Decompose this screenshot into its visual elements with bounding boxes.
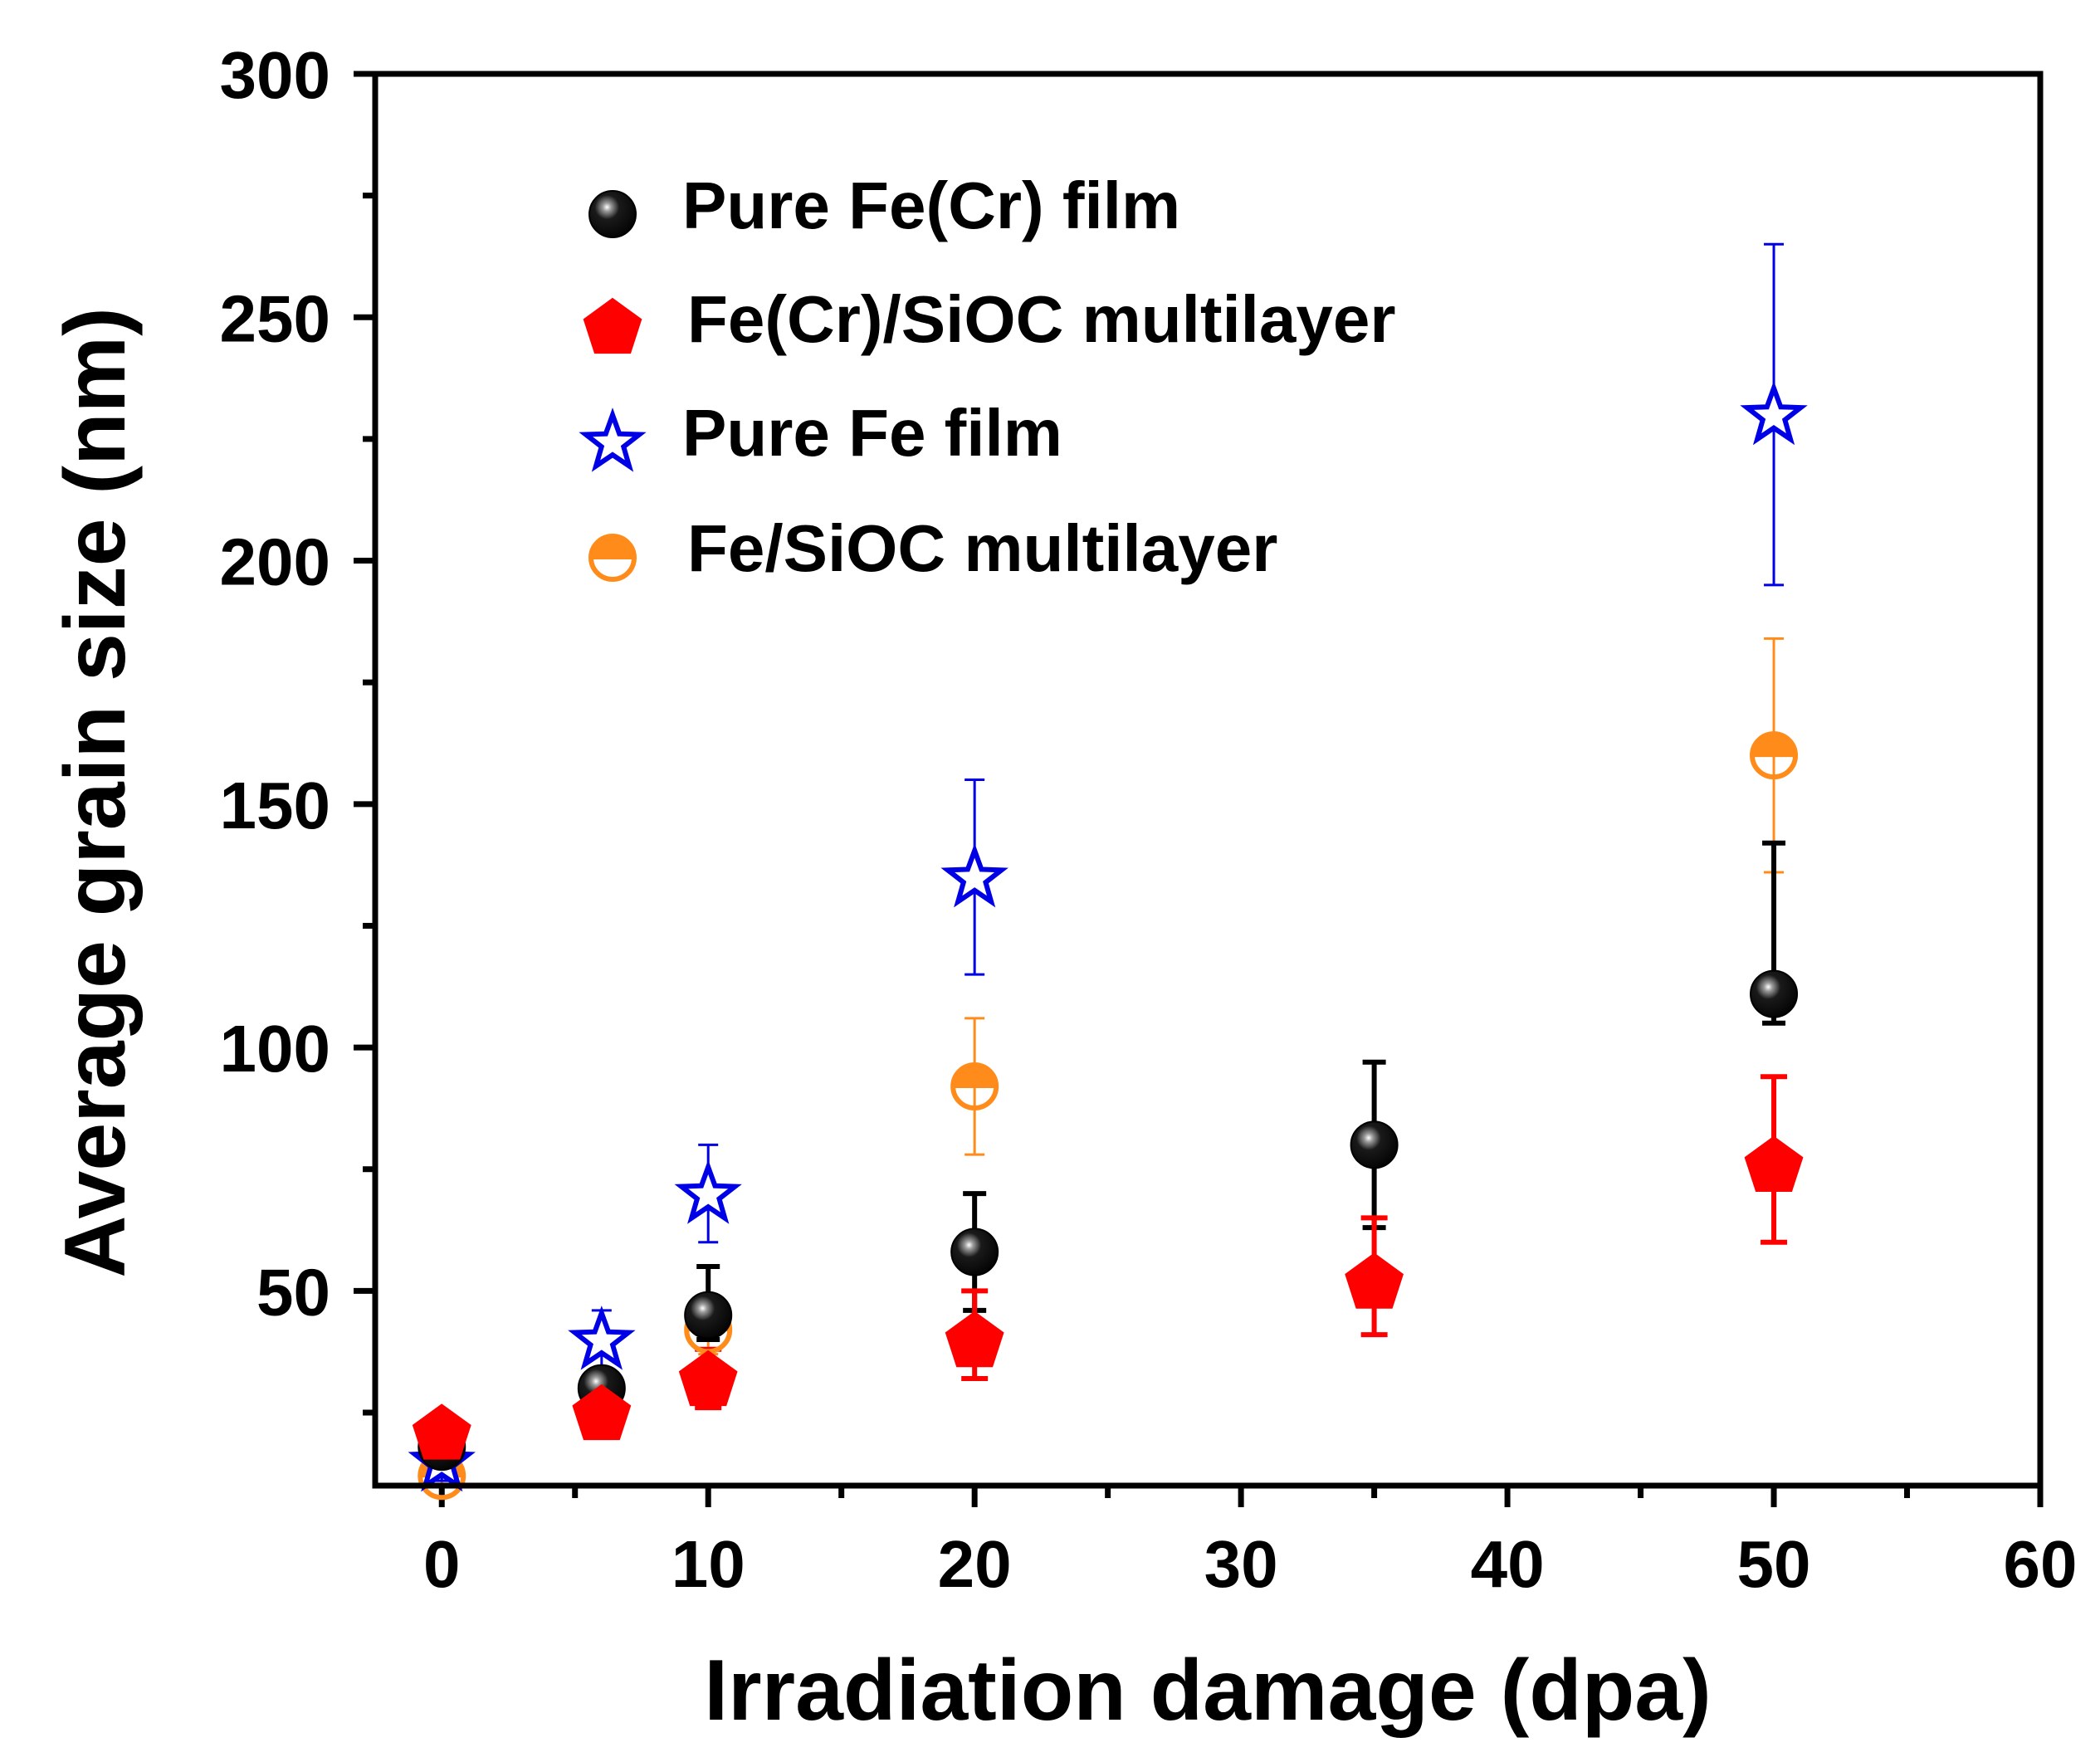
pure-fe-film-point (1740, 380, 1808, 446)
legend-label: Pure Fe film (682, 396, 1062, 470)
x-tick-label: 30 (1204, 1527, 1278, 1601)
y-axis-label: Average grain size (nm) (47, 307, 144, 1277)
y-tick-label: 250 (220, 281, 330, 355)
y-tick-label: 100 (220, 1012, 330, 1086)
fe-sioc-multilayer-point (1750, 731, 1799, 780)
fe-cr-sioc-multilayer-point (1744, 1135, 1804, 1192)
fe-cr-sioc-multilayer-point (1345, 1252, 1404, 1309)
data-markers (408, 380, 1808, 1501)
legend-item-fe-sioc-multilayer: Fe/SiOC multilayer (588, 511, 1277, 585)
legend-label: Fe(Cr)/SiOC multilayer (687, 282, 1396, 356)
legend-marker (588, 190, 637, 238)
fe-cr-sioc-multilayer-point (678, 1350, 738, 1407)
fe-cr-sioc-multilayer-point (572, 1384, 632, 1441)
legend-marker (579, 408, 647, 472)
x-tick-label: 40 (1471, 1527, 1545, 1601)
pure-fe-film-point (568, 1306, 636, 1370)
legend-item-pure-fe-cr-film: Pure Fe(Cr) film (588, 168, 1180, 242)
pure-fe-film-point (674, 1159, 742, 1224)
legend: Pure Fe(Cr) film Fe(Cr)/SiOC multilayer Pu… (579, 168, 1396, 585)
legend-label: Fe/SiOC multilayer (687, 511, 1277, 585)
y-tick-label: 200 (220, 525, 330, 599)
fe-sioc-multilayer-point (950, 1062, 999, 1111)
plot-frame (372, 71, 2044, 1489)
x-tick-label: 0 (423, 1527, 461, 1601)
x-tick-label: 20 (938, 1527, 1012, 1601)
legend-marker (583, 297, 642, 354)
error-bars (428, 242, 1788, 1487)
legend-label: Pure Fe(Cr) film (682, 168, 1180, 242)
pure-fe-cr-film-point (950, 1228, 999, 1276)
pure-fe-cr-film-point (1350, 1120, 1399, 1169)
pure-fe-cr-film-point (684, 1291, 733, 1340)
fe-cr-sioc-multilayer-point (945, 1311, 1004, 1368)
legend-item-pure-fe-film: Pure Fe film (579, 396, 1062, 472)
x-tick-label: 10 (672, 1527, 745, 1601)
fe-cr-sioc-multilayer-point (412, 1403, 471, 1460)
x-tick-label: 50 (1737, 1527, 1811, 1601)
x-axis-label: Irradiation damage (dpa) (704, 1642, 1712, 1739)
pure-fe-cr-film-point (1750, 969, 1799, 1018)
legend-item-fe-cr-sioc-multilayer: Fe(Cr)/SiOC multilayer (583, 282, 1396, 356)
tick-labels: 0 10 20 30 40 50 60 50 100 150 200 250 300 (220, 38, 2078, 1601)
x-tick-label: 60 (2004, 1527, 2078, 1601)
y-tick-label: 300 (220, 38, 330, 112)
y-tick-label: 50 (256, 1255, 330, 1329)
legend-marker (588, 534, 637, 582)
pure-fe-film-point (940, 843, 1008, 908)
y-tick-label: 150 (220, 769, 330, 842)
